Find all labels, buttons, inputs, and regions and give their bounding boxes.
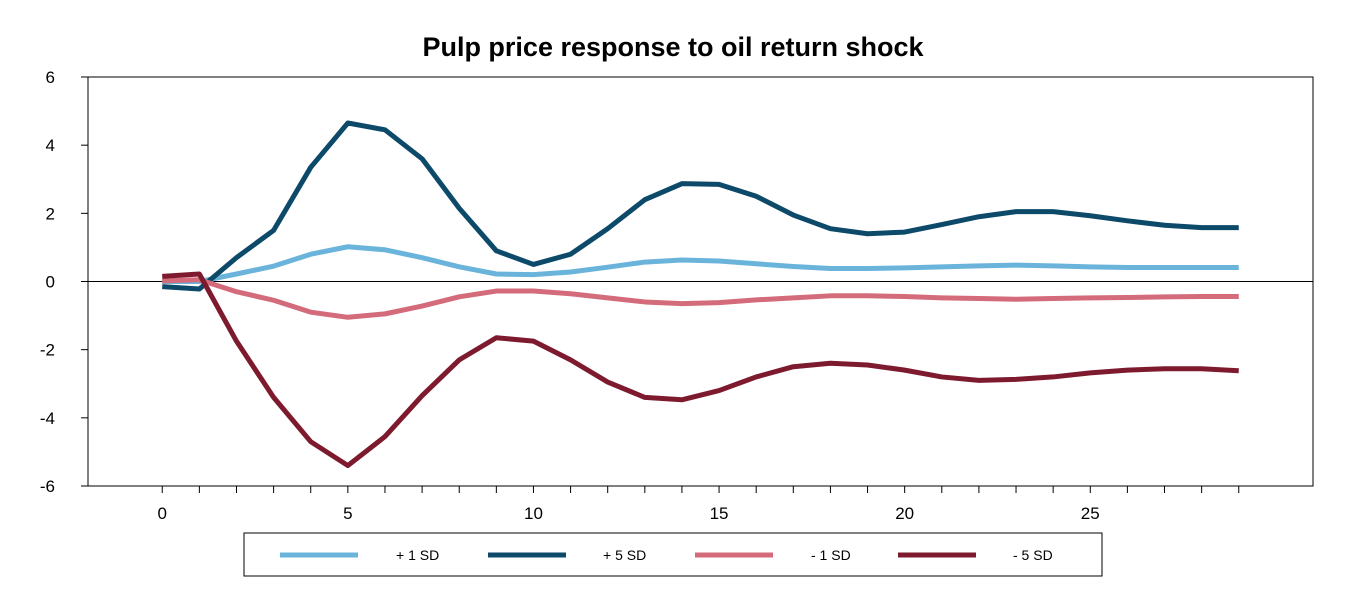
y-tick-label: -4 — [40, 409, 55, 428]
x-tick-label: 20 — [895, 504, 914, 523]
x-tick-label: 15 — [710, 504, 729, 523]
series-line-2 — [162, 120, 1239, 292]
series-line-3 — [162, 277, 1239, 320]
series-line-4 — [162, 271, 1239, 469]
series-line-1 — [162, 244, 1239, 284]
y-tick-label: -6 — [40, 477, 55, 496]
y-tick-label: 6 — [46, 68, 55, 87]
y-tick-label: -2 — [40, 341, 55, 360]
chart-title: Pulp price response to oil return shock — [422, 32, 924, 62]
series-lines — [162, 120, 1239, 469]
legend: + 1 SD + 5 SD - 1 SD - 5 SD — [243, 532, 1103, 577]
legend-label-4: - 5 SD — [1013, 547, 1053, 563]
x-tick-label: 10 — [524, 504, 543, 523]
x-tick-label: 25 — [1081, 504, 1100, 523]
y-tick-label: 2 — [46, 204, 55, 223]
x-tick-label: 0 — [158, 504, 167, 523]
x-axis: 0 5 10 15 20 25 — [158, 486, 1240, 523]
y-axis: 6 4 2 0 -2 -4 -6 — [40, 68, 88, 496]
y-tick-label: 0 — [46, 273, 55, 292]
y-tick-label: 4 — [46, 136, 55, 155]
legend-label-2: + 5 SD — [603, 547, 646, 563]
x-tick-label: 5 — [343, 504, 352, 523]
legend-label-1: + 1 SD — [396, 547, 439, 563]
legend-label-3: - 1 SD — [811, 547, 851, 563]
